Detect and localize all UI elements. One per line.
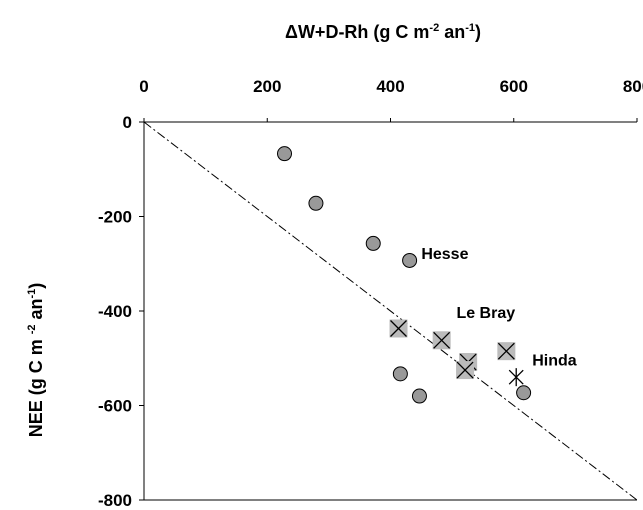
x-tick-label: 0 [139, 77, 148, 96]
y-tick-label: -400 [98, 302, 132, 321]
annotation-label: Hesse [421, 246, 468, 263]
square-x-point [497, 342, 516, 361]
one-to-one-reference-line [143, 121, 638, 501]
circle-point [411, 388, 427, 404]
y-tick-label: -600 [98, 397, 132, 416]
data-points [277, 146, 532, 404]
circle-point [402, 252, 418, 268]
y-tick-label: -200 [98, 208, 132, 227]
circle-point [516, 385, 532, 401]
square-x-point [389, 319, 408, 338]
x-axis-title: ΔW+D-Rh (g C m-2 an-1) [285, 22, 481, 42]
x-tick-label: 800 [623, 77, 643, 96]
circle-point [392, 366, 408, 382]
x-marker-stroke [390, 320, 407, 337]
annotation-label: Hinda [532, 352, 577, 369]
circle-point [308, 195, 324, 211]
square-x-point [456, 361, 475, 380]
x-tick-label: 600 [500, 77, 528, 96]
y-tick-label: -800 [98, 491, 132, 510]
x-marker-stroke [433, 331, 451, 349]
point-annotations: Hesse Le Bray Hinda [421, 246, 576, 369]
x-marker-stroke [456, 361, 474, 379]
circle-point [277, 146, 293, 162]
x-tick-label: 400 [376, 77, 404, 96]
y-axis-title: NEE (g C m -2 an-1) [26, 283, 46, 438]
x-tick-label: 200 [253, 77, 281, 96]
y-tick-label: 0 [123, 113, 132, 132]
annotation-label: Le Bray [456, 305, 515, 322]
star-point [508, 368, 524, 387]
plot-axes: 0 200 400 600 800 0 -200 -400 -600 -800 [98, 77, 643, 510]
reference-line-group [143, 121, 638, 501]
x-marker-stroke [497, 342, 515, 360]
square-x-point [432, 331, 451, 350]
circle-point [365, 235, 381, 251]
